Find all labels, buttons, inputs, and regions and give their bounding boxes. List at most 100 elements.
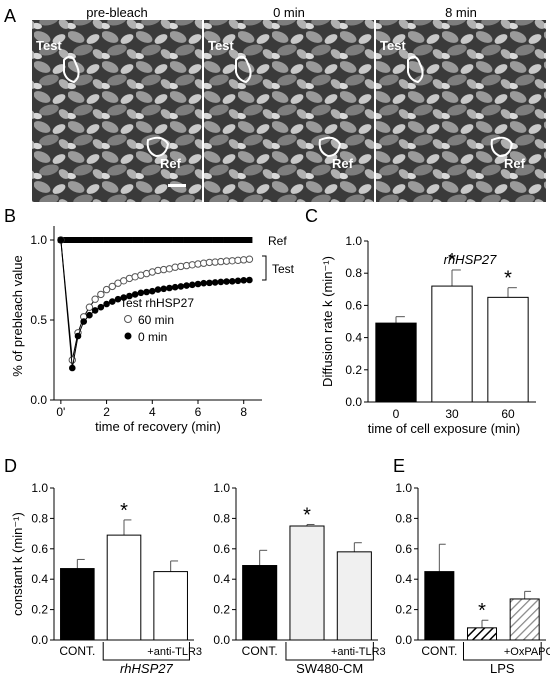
bar	[106, 534, 142, 641]
ref-label: Ref	[160, 156, 182, 171]
y-tick-label: 0.0	[345, 395, 362, 409]
data-point	[223, 237, 230, 243]
micrograph-title: 0 min	[273, 5, 305, 20]
x-tick-label: 0	[393, 407, 400, 421]
y-tick-label: 0.2	[31, 603, 48, 617]
bar	[289, 525, 325, 641]
annotation-ref: Ref	[268, 234, 287, 248]
series-ref	[57, 237, 253, 243]
test-bracket	[262, 255, 267, 281]
x-tick-label-control: CONT.	[242, 644, 278, 658]
data-point	[200, 237, 207, 243]
bar	[153, 571, 188, 641]
annotation-test: Test	[272, 262, 295, 276]
y-tick-label: 0.2	[395, 603, 412, 617]
data-point	[108, 282, 116, 291]
significance-marker: *	[303, 504, 311, 526]
y-tick-label: 0.5	[30, 313, 47, 327]
data-point	[109, 237, 116, 243]
x-tick-label-control: CONT.	[59, 644, 95, 658]
series-60-min	[57, 236, 254, 364]
data-point	[166, 237, 173, 243]
data-point	[85, 303, 94, 311]
x-tick-label: 6	[195, 405, 202, 419]
x-axis-title: time of cell exposure (min)	[368, 421, 520, 436]
data-point	[131, 291, 139, 298]
y-tick-label: 1.0	[30, 233, 47, 247]
ref-label: Ref	[332, 156, 354, 171]
legend-title: Test rhHSP27	[120, 296, 194, 310]
y-tick-label: 1.0	[345, 234, 362, 248]
significance-marker: *	[448, 250, 456, 272]
ref-roi-outline	[146, 136, 170, 158]
y-tick-label: 0.2	[213, 603, 230, 617]
data-point	[80, 237, 87, 243]
data-point	[75, 237, 81, 243]
ref-roi-outline	[318, 136, 342, 158]
y-tick-label: 0.6	[345, 298, 362, 312]
data-point	[160, 237, 167, 243]
data-point	[69, 237, 76, 243]
significance-marker: *	[504, 268, 512, 290]
y-tick-label: 0.0	[213, 633, 230, 647]
data-point	[91, 295, 99, 303]
data-point	[103, 300, 110, 308]
data-point	[97, 290, 105, 299]
data-point	[143, 288, 150, 296]
x-tick-label: 60	[501, 407, 515, 421]
micrograph-0-min: 0 min Test Ref	[204, 5, 374, 202]
data-point	[166, 284, 173, 292]
micrograph-title: 8 min	[445, 5, 477, 20]
series-0-min	[57, 236, 253, 372]
bar	[424, 571, 455, 641]
data-point	[97, 237, 104, 243]
x-tick-label-treatment: +OxPAPC	[504, 646, 550, 658]
significance-marker: *	[120, 500, 128, 522]
data-point	[234, 277, 242, 285]
x-tick-label-treatment: +anti-TLR3	[147, 646, 202, 658]
panel-letter-a: A	[4, 6, 16, 26]
x-tick-label-control: CONT.	[421, 644, 457, 658]
ref-roi-outline	[490, 136, 514, 158]
data-point	[63, 237, 70, 243]
data-point	[212, 237, 219, 243]
x-tick-label: 30	[445, 407, 459, 421]
data-point	[126, 292, 133, 300]
data-point	[132, 237, 139, 243]
panel-e-chart: 0.0 0.2 0.4 0.6 0.8 1.0 * CONT. +OxPAPC LPS	[395, 481, 550, 676]
data-point	[246, 276, 253, 284]
annotation-rhhsp27: rhHSP27	[444, 252, 498, 267]
data-point	[206, 279, 213, 287]
micrograph-title: pre-bleach	[86, 5, 147, 20]
legend-marker-open	[124, 315, 132, 323]
data-point	[240, 277, 248, 284]
data-point	[177, 237, 184, 243]
micrograph-8-min: 8 min Test Ref	[376, 5, 546, 202]
data-point	[68, 364, 76, 372]
data-point	[108, 298, 116, 305]
y-tick-label: 0.4	[345, 331, 362, 345]
data-point	[155, 237, 161, 243]
data-point	[91, 307, 99, 314]
test-label: Test	[36, 38, 62, 53]
micrograph-pre-bleach: pre-bleach Test Ref	[32, 5, 202, 202]
data-point	[194, 280, 202, 288]
data-point	[115, 237, 121, 243]
ref-label: Ref	[504, 156, 526, 171]
bar	[431, 285, 473, 403]
data-point	[177, 283, 185, 290]
data-point	[143, 237, 150, 243]
legend-label: 60 min	[138, 313, 174, 327]
panel-letter-e: E	[393, 456, 405, 476]
data-point	[195, 237, 201, 243]
test-roi-outline	[407, 55, 424, 84]
x-tick-label: 0'	[56, 405, 65, 419]
bar	[375, 322, 417, 403]
group-bracket	[285, 642, 374, 661]
y-tick-label: 1.0	[213, 481, 230, 495]
test-label: Test	[380, 38, 406, 53]
y-tick-label: 1.0	[31, 481, 48, 495]
data-point	[137, 237, 144, 243]
test-label: Test	[208, 38, 234, 53]
